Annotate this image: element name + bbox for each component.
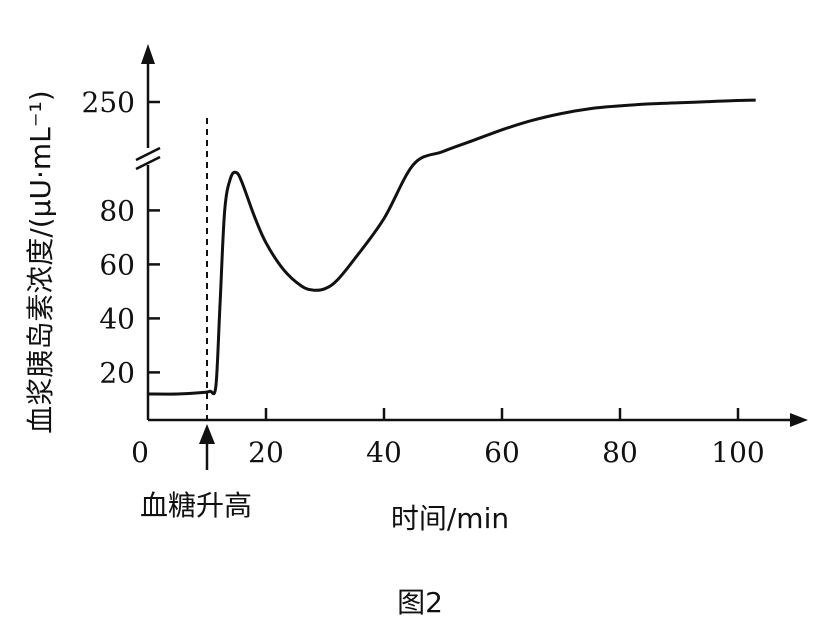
stimulus-arrow-head: [199, 424, 215, 444]
figure-caption: 图2: [397, 586, 443, 619]
y-tick-label: 40: [99, 302, 135, 335]
y-axis-label: 血浆胰岛素浓度/(μU·mL⁻¹): [24, 90, 57, 433]
x-tick-label: 100: [711, 436, 764, 469]
y-tick-label: 80: [99, 194, 135, 227]
y-axis-arrow: [141, 44, 155, 64]
stimulus-label: 血糖升高: [140, 489, 252, 522]
x-axis-arrow: [790, 413, 808, 427]
x-axis-label: 时间/min: [391, 502, 509, 535]
y-tick-label: 20: [99, 356, 135, 389]
annotation-layer: 血糖升高: [140, 118, 252, 522]
axes: [135, 44, 808, 427]
y-axis-break-mark-2: [135, 155, 161, 171]
x-tick-label: 20: [248, 436, 284, 469]
x-tick-label: 0: [131, 436, 149, 469]
y-tick-label: 60: [99, 248, 135, 281]
series-layer: [147, 98, 756, 396]
x-tick-label: 40: [366, 436, 402, 469]
x-tick-label: 60: [484, 436, 520, 469]
x-tick-label: 80: [602, 436, 638, 469]
series-line: [147, 98, 756, 396]
y-ticks: 20 40 60 80 250: [82, 86, 160, 389]
x-ticks: 0 20 40 60 80 100: [131, 408, 765, 469]
y-axis-break-mark-1: [135, 146, 161, 162]
y-tick-label: 250: [82, 86, 135, 119]
